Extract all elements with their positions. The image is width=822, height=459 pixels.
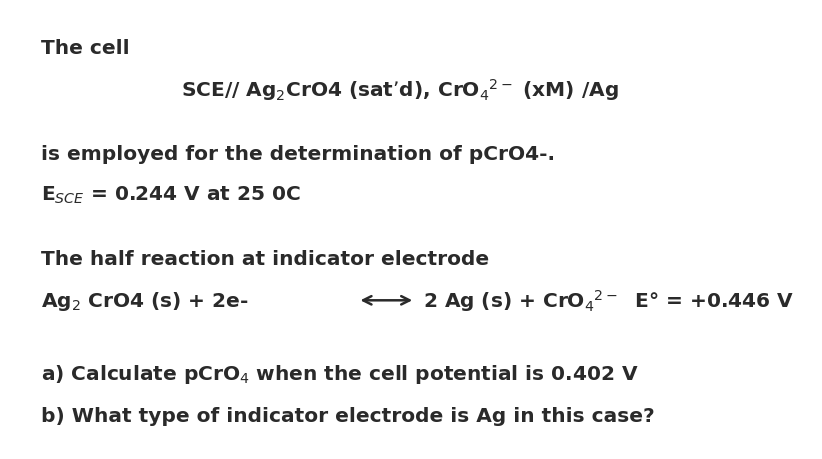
Text: Ag$_{2}$ CrO4 (s) + 2e-: Ag$_{2}$ CrO4 (s) + 2e- bbox=[41, 289, 249, 312]
Text: b) What type of indicator electrode is Ag in this case?: b) What type of indicator electrode is A… bbox=[41, 406, 655, 425]
Text: SCE// Ag$_{2}$CrO4 (sat’d), CrO$_{4}$$^{2-}$ (xM) /Ag: SCE// Ag$_{2}$CrO4 (sat’d), CrO$_{4}$$^{… bbox=[181, 77, 619, 102]
Text: E$_{SCE}$ = 0.244 V at 25 0C: E$_{SCE}$ = 0.244 V at 25 0C bbox=[41, 185, 301, 206]
Text: The cell: The cell bbox=[41, 39, 130, 58]
Text: 2 Ag (s) + CrO$_{4}$$^{2-}$  E° = +0.446 V: 2 Ag (s) + CrO$_{4}$$^{2-}$ E° = +0.446 … bbox=[423, 288, 795, 313]
Text: is employed for the determination of pCrO4-.: is employed for the determination of pCr… bbox=[41, 144, 555, 163]
Text: a) Calculate pCrO$_{4}$ when the cell potential is 0.402 V: a) Calculate pCrO$_{4}$ when the cell po… bbox=[41, 363, 639, 386]
Text: The half reaction at indicator electrode: The half reaction at indicator electrode bbox=[41, 250, 489, 269]
